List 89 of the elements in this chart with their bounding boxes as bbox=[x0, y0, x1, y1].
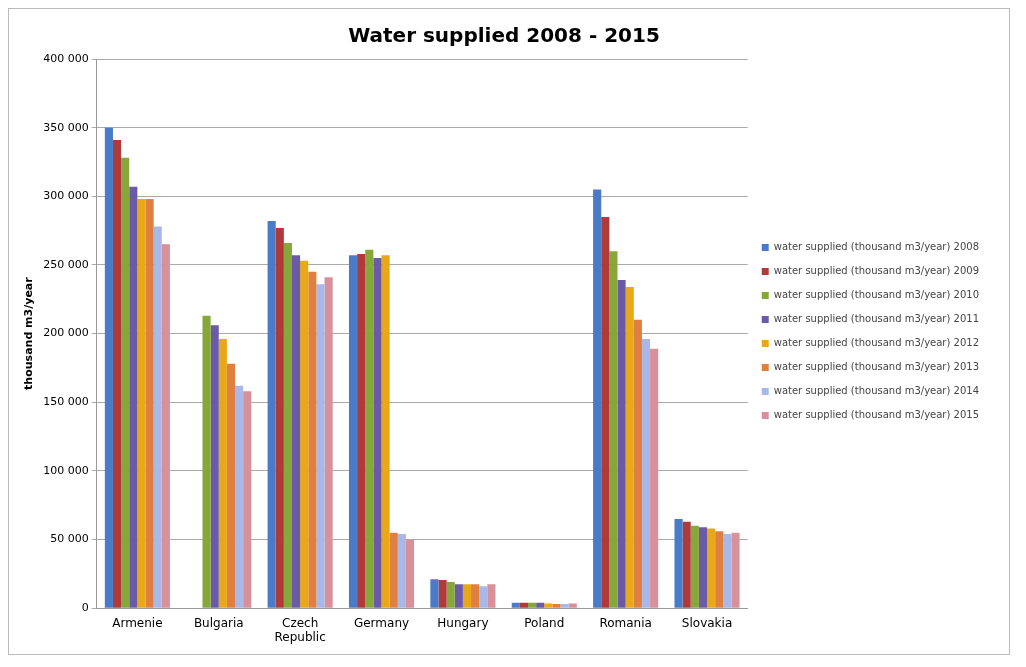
bar bbox=[707, 528, 716, 608]
bar bbox=[625, 286, 634, 608]
bar bbox=[446, 582, 455, 608]
bar bbox=[210, 325, 219, 608]
bar bbox=[308, 271, 317, 608]
bar bbox=[674, 518, 683, 608]
x-tick-label: Slovakia bbox=[681, 615, 733, 630]
bar bbox=[568, 603, 577, 608]
chart-title: Water supplied 2008 - 2015 bbox=[348, 23, 660, 48]
bar bbox=[129, 186, 138, 608]
bar bbox=[218, 339, 227, 608]
bar bbox=[373, 258, 382, 608]
bar bbox=[536, 602, 545, 608]
y-tick-label: 200 000 bbox=[43, 326, 89, 340]
x-tick-label: Poland bbox=[524, 615, 565, 630]
bar bbox=[641, 339, 651, 608]
bar bbox=[235, 385, 244, 608]
bar bbox=[381, 255, 390, 608]
bar bbox=[454, 584, 463, 608]
x-tick-label: Germany bbox=[353, 615, 410, 630]
bar bbox=[405, 539, 415, 608]
bar bbox=[357, 253, 366, 608]
bar bbox=[275, 227, 284, 608]
bar bbox=[715, 531, 724, 608]
bar bbox=[511, 602, 520, 608]
bar bbox=[267, 221, 276, 608]
x-tick-label: Armenie bbox=[112, 615, 163, 630]
bar bbox=[682, 521, 691, 608]
bar bbox=[292, 255, 301, 608]
bar bbox=[650, 348, 659, 608]
bar bbox=[202, 315, 211, 608]
bar bbox=[487, 584, 496, 608]
bar bbox=[593, 189, 602, 608]
bar bbox=[104, 127, 113, 608]
bar bbox=[544, 603, 553, 608]
legend-label: water supplied (thousand m3/year) 2009 bbox=[773, 265, 979, 277]
bar bbox=[633, 319, 642, 608]
legend-label: water supplied (thousand m3/year) 2008 bbox=[773, 241, 979, 253]
x-tick-label: Romania bbox=[599, 615, 652, 630]
legend-label: water supplied (thousand m3/year) 2013 bbox=[773, 361, 979, 373]
bar bbox=[617, 280, 626, 608]
y-axis-title: thousand m3/year bbox=[22, 276, 36, 390]
bar bbox=[137, 199, 146, 608]
y-tick-label: 250 000 bbox=[43, 257, 89, 271]
bar bbox=[560, 604, 569, 608]
y-tick-label: 50 000 bbox=[50, 532, 89, 546]
bar bbox=[438, 580, 447, 608]
bar bbox=[601, 216, 610, 608]
bar bbox=[462, 584, 472, 608]
y-tick-label: 350 000 bbox=[43, 120, 89, 134]
legend-label: water supplied (thousand m3/year) 2014 bbox=[773, 385, 979, 397]
bar bbox=[552, 604, 561, 608]
bar bbox=[609, 251, 618, 608]
bar bbox=[153, 226, 162, 608]
bar bbox=[283, 242, 292, 608]
bar bbox=[690, 525, 699, 608]
bar bbox=[479, 586, 488, 608]
bar bbox=[243, 391, 252, 608]
bar bbox=[723, 534, 732, 608]
y-tick-label: 0 bbox=[81, 601, 89, 615]
bar bbox=[300, 260, 309, 608]
y-tick-label: 150 000 bbox=[43, 395, 89, 409]
bar bbox=[121, 157, 130, 608]
bar bbox=[161, 244, 170, 608]
y-tick-label: 100 000 bbox=[43, 463, 89, 477]
legend-label: water supplied (thousand m3/year) 2015 bbox=[773, 409, 979, 421]
x-tick-label: Bulgaria bbox=[193, 615, 244, 630]
bar bbox=[519, 602, 528, 608]
bar bbox=[389, 532, 398, 608]
bar bbox=[348, 255, 358, 608]
bar bbox=[365, 249, 374, 608]
legend-label: water supplied (thousand m3/year) 2012 bbox=[773, 337, 979, 349]
bar bbox=[324, 277, 333, 608]
bar bbox=[226, 363, 236, 608]
x-tick-label: Hungary bbox=[437, 615, 489, 630]
y-tick-label: 300 000 bbox=[43, 189, 89, 203]
bar bbox=[731, 532, 740, 608]
bar bbox=[528, 602, 537, 608]
y-tick-label: 400 000 bbox=[43, 51, 89, 65]
legend-label: water supplied (thousand m3/year) 2011 bbox=[773, 313, 979, 325]
bar bbox=[397, 534, 406, 608]
bar bbox=[316, 284, 325, 608]
bar bbox=[430, 579, 439, 608]
bar bbox=[698, 527, 708, 608]
bar bbox=[145, 199, 154, 608]
bar bbox=[112, 140, 122, 608]
x-tick-label: Czech Republic bbox=[274, 615, 326, 644]
legend-label: water supplied (thousand m3/year) 2010 bbox=[773, 289, 979, 301]
bar bbox=[471, 584, 480, 608]
